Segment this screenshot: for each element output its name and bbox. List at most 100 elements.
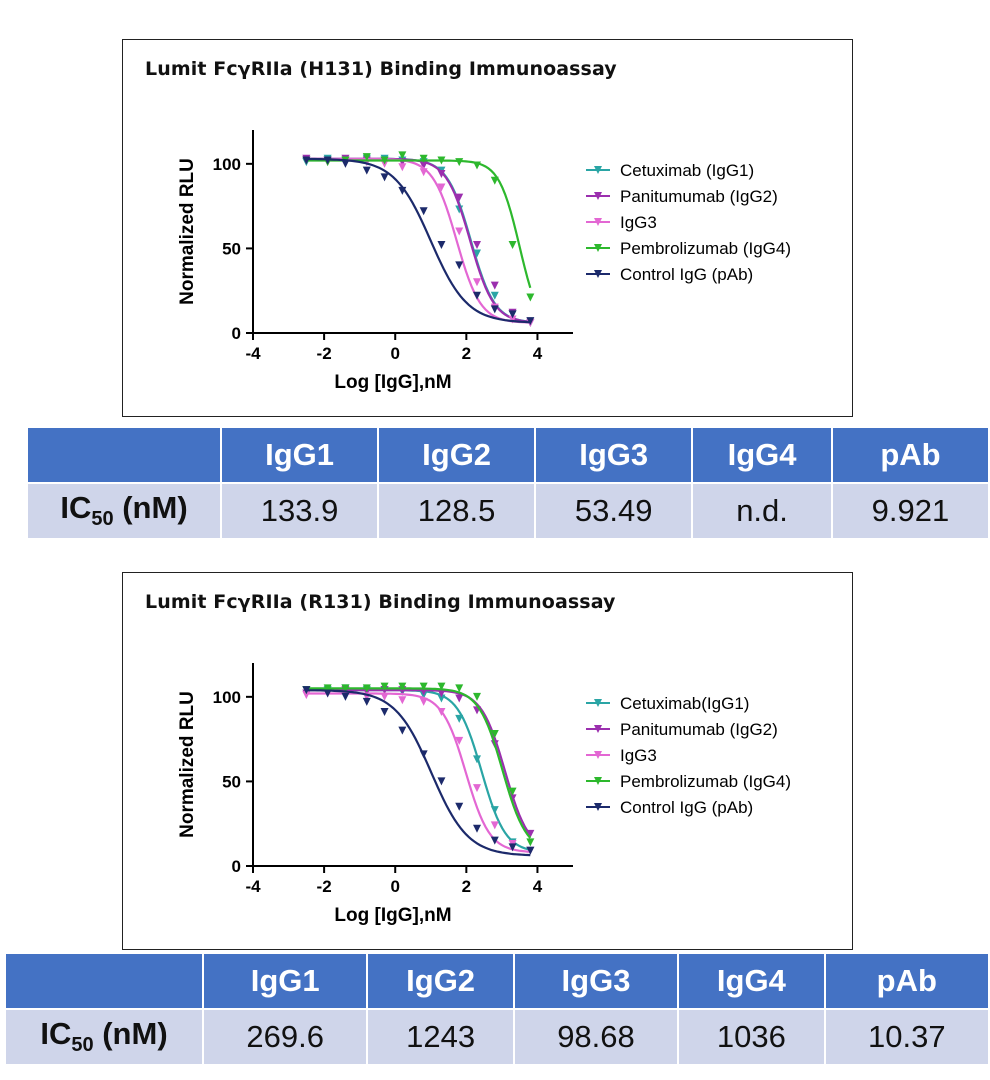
table-cell: 1243 xyxy=(368,1010,513,1064)
data-point xyxy=(437,169,446,178)
fit-curve xyxy=(306,157,531,324)
series-5 xyxy=(302,156,535,326)
table-header-cell: IgG1 xyxy=(204,954,367,1008)
chart-h131: -4 -2 0 2 4 0 50 100 Log [IgG],nM Normalized RLU C… xyxy=(177,130,791,393)
legend-item: IgG3 xyxy=(586,746,657,765)
table-cell: 98.68 xyxy=(514,1010,678,1064)
table-cell: n.d. xyxy=(693,484,831,538)
legend-marker xyxy=(594,751,602,759)
data-point xyxy=(437,241,446,250)
x-tick-label: -2 xyxy=(317,344,332,363)
chart-title: Lumit FcγRIIa (H131) Binding Immunoassay xyxy=(145,58,617,80)
legend-label: Cetuximab(IgG1) xyxy=(620,694,749,713)
data-point xyxy=(341,684,350,693)
x-tick-label: -4 xyxy=(245,877,261,896)
data-point xyxy=(473,692,481,701)
data-point xyxy=(380,173,389,182)
data-point xyxy=(490,291,499,300)
legend-label: Panitumumab (IgG2) xyxy=(620,720,778,739)
data-point xyxy=(473,784,481,793)
data-point xyxy=(419,750,428,759)
ic50-table-r131: IgG1 IgG2 IgG3 IgG4 pAb IC50 (nM) 269.6 … xyxy=(4,952,990,1066)
table-cell: 53.49 xyxy=(536,484,692,538)
data-point xyxy=(455,205,464,214)
data-point xyxy=(473,278,481,287)
table-cell: 9.921 xyxy=(832,484,988,538)
data-point xyxy=(341,159,350,168)
chart-panel-h131: Lumit FcγRIIa (H131) Binding Immunoassay… xyxy=(122,39,853,417)
data-point xyxy=(323,689,332,698)
data-point xyxy=(302,156,311,165)
x-tick-label: 4 xyxy=(533,344,543,363)
data-point xyxy=(526,829,535,838)
table-header-cell: IgG1 xyxy=(222,428,378,482)
series-4 xyxy=(302,682,535,847)
table-header-row: IgG1 IgG2 IgG3 IgG4 pAb xyxy=(6,954,988,1008)
data-point xyxy=(526,838,535,847)
legend-marker xyxy=(594,777,602,785)
legend-item: Pembrolizumab (IgG4) xyxy=(586,772,791,791)
y-tick-label: 0 xyxy=(232,324,241,343)
legend-item: IgG3 xyxy=(586,213,657,232)
data-point xyxy=(526,317,535,326)
data-point xyxy=(455,193,464,202)
data-point xyxy=(362,697,371,706)
legend-item: Cetuximab(IgG1) xyxy=(586,694,749,713)
chart-panel-r131: Lumit FcγRIIa (R131) Binding Immunoassay… xyxy=(122,572,853,950)
data-point xyxy=(455,714,464,723)
legend-marker xyxy=(594,192,602,200)
y-tick-label: 50 xyxy=(222,239,241,258)
x-tick-label: 0 xyxy=(390,344,399,363)
x-axis-title: Log [IgG],nM xyxy=(334,905,451,926)
data-point xyxy=(490,821,499,830)
table-header-cell: pAb xyxy=(825,954,988,1008)
table-corner-cell xyxy=(28,428,220,482)
series-1 xyxy=(302,684,535,855)
data-point xyxy=(455,736,464,745)
table-cell: 269.6 xyxy=(204,1010,367,1064)
data-point xyxy=(419,697,428,706)
data-point xyxy=(398,151,407,160)
data-point xyxy=(490,176,499,185)
series-5 xyxy=(302,686,535,857)
data-point xyxy=(437,183,446,192)
data-point xyxy=(437,694,446,703)
series-3 xyxy=(302,689,535,855)
table-row: IC50 (nM) 133.9 128.5 53.49 n.d. 9.921 xyxy=(28,484,988,538)
chart-title: Lumit FcγRIIa (R131) Binding Immunoassay xyxy=(145,591,616,613)
legend-marker xyxy=(594,218,602,226)
data-point xyxy=(508,787,517,796)
legend-marker xyxy=(594,725,602,733)
data-point xyxy=(380,682,389,691)
table-header-cell: IgG4 xyxy=(679,954,824,1008)
data-point xyxy=(473,291,481,300)
y-axis-title: Normalized RLU xyxy=(177,158,198,305)
data-point xyxy=(508,315,517,324)
data-point xyxy=(323,684,332,693)
legend-label: Control IgG (pAb) xyxy=(620,798,753,817)
fit-curve xyxy=(306,157,531,324)
legend-label: IgG3 xyxy=(620,213,657,232)
y-tick-label: 100 xyxy=(213,155,241,174)
table-row: IC50 (nM) 269.6 1243 98.68 1036 10.37 xyxy=(6,1010,988,1064)
y-axis-title: Normalized RLU xyxy=(177,691,198,838)
y-tick-label: 50 xyxy=(222,772,241,791)
data-point xyxy=(302,691,311,700)
data-point xyxy=(473,249,481,258)
data-point xyxy=(455,158,464,167)
ic50-table-h131: IgG1 IgG2 IgG3 IgG4 pAb IC50 (nM) 133.9 … xyxy=(26,426,990,540)
data-point xyxy=(455,261,464,270)
data-point xyxy=(473,241,481,250)
data-point xyxy=(398,696,407,705)
table-header-cell: IgG3 xyxy=(536,428,692,482)
data-point xyxy=(490,806,499,815)
data-point xyxy=(380,708,389,717)
fit-curve xyxy=(306,157,531,323)
data-point xyxy=(490,305,499,314)
data-point xyxy=(473,755,481,764)
data-point xyxy=(490,730,499,739)
data-point xyxy=(437,156,446,165)
x-tick-label: 4 xyxy=(533,877,543,896)
data-point xyxy=(437,689,446,698)
table-cell: 1036 xyxy=(679,1010,824,1064)
